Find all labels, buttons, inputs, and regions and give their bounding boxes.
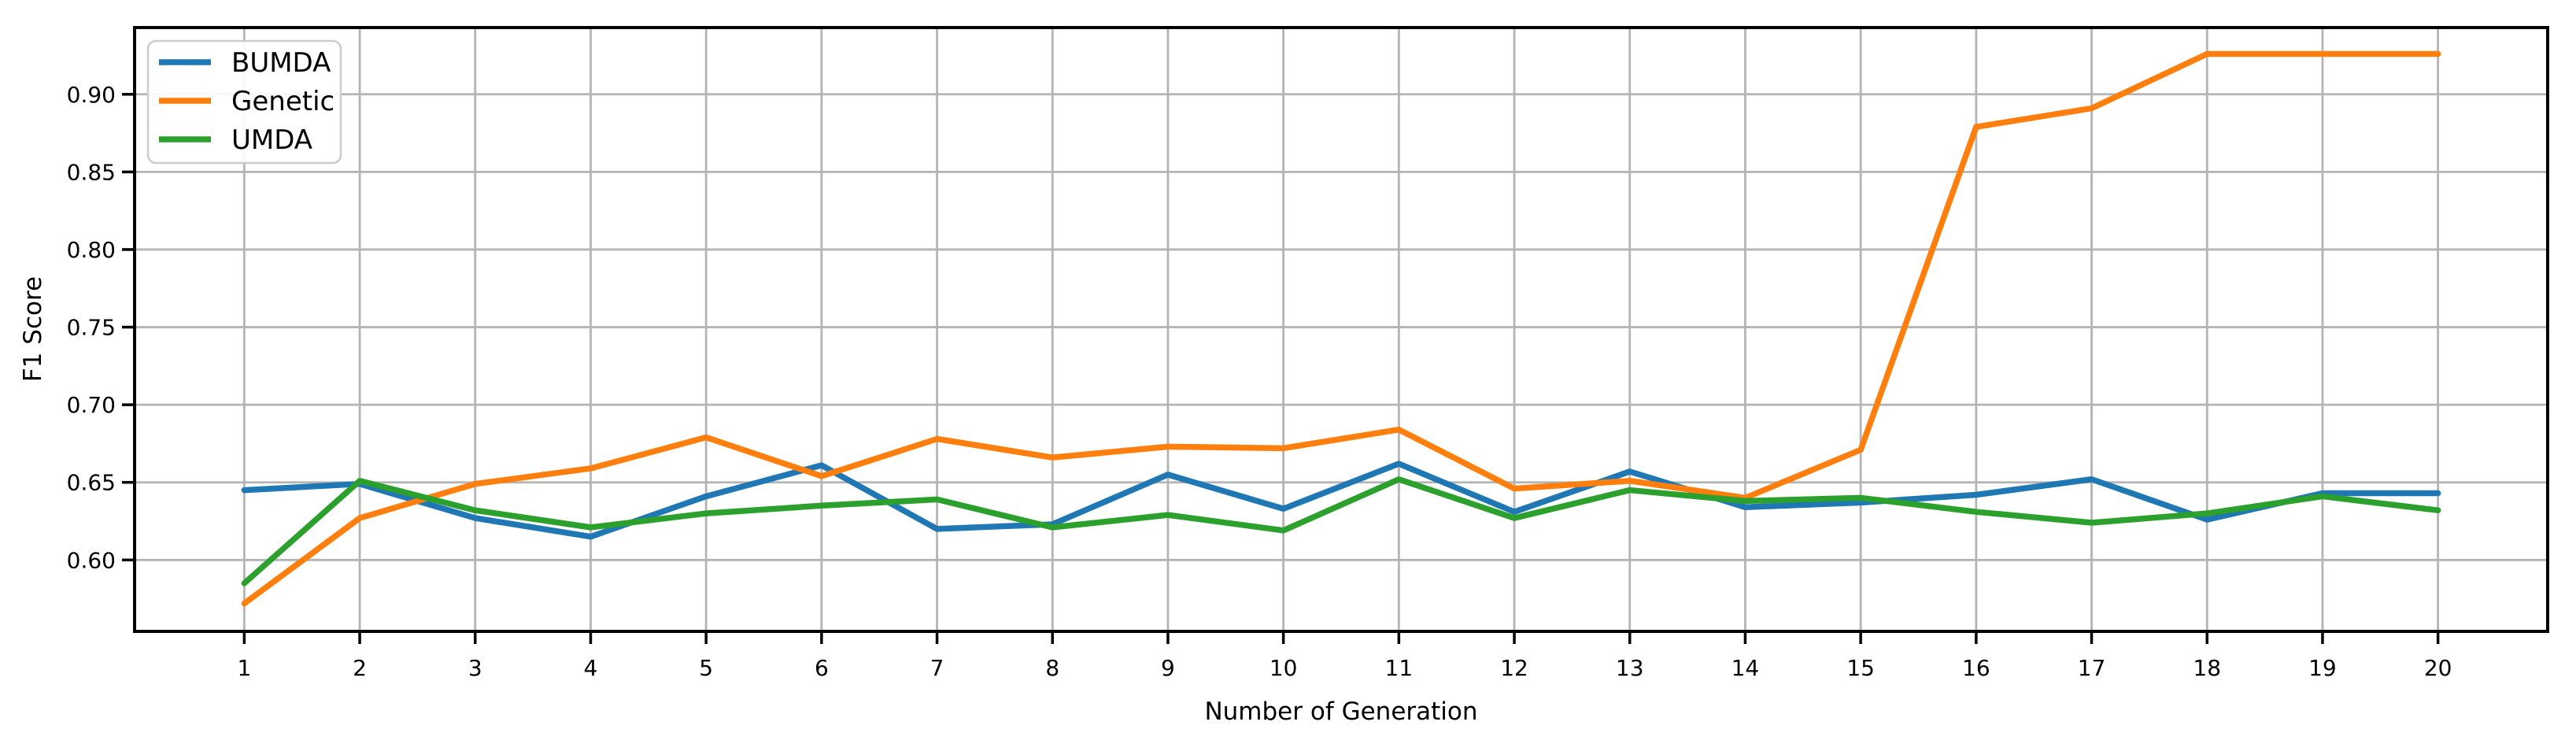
axis-ticks: 1 2 3 4 5 6 7 8 9 10 11 12 13 14 15 16 17 18 19 200.600.650… bbox=[67, 82, 2452, 681]
legend-item-label: UMDA bbox=[231, 124, 312, 156]
y-tick-label: 0.65 bbox=[67, 470, 116, 496]
series-line-genetic bbox=[241, 50, 2441, 607]
y-tick-label: 0.85 bbox=[67, 159, 116, 185]
x-axis-label: Number of Generation bbox=[1204, 698, 1477, 726]
gridlines bbox=[135, 28, 2548, 631]
x-tick-label: 13 bbox=[1616, 655, 1644, 681]
y-tick-label: 0.70 bbox=[67, 392, 116, 418]
x-tick-label: 14 bbox=[1732, 655, 1760, 681]
x-tick-label: 12 bbox=[1500, 655, 1528, 681]
x-tick-label: 20 bbox=[2424, 655, 2452, 681]
x-tick-label: 18 bbox=[2193, 655, 2221, 681]
x-tick-label: 4 bbox=[584, 655, 598, 681]
x-tick-label: 16 bbox=[1962, 655, 1990, 681]
y-tick-label: 0.60 bbox=[67, 547, 116, 573]
legend-item-label: Genetic bbox=[231, 86, 334, 117]
axis-spines bbox=[133, 26, 2549, 633]
y-tick-label: 0.80 bbox=[67, 237, 116, 263]
x-tick-label: 6 bbox=[815, 655, 829, 681]
series-lines bbox=[241, 50, 2441, 607]
series-line-umda bbox=[241, 476, 2441, 587]
x-tick-label: 10 bbox=[1270, 655, 1298, 681]
x-tick-label: 15 bbox=[1846, 655, 1875, 681]
plot-border bbox=[133, 26, 2549, 633]
x-tick-label: 2 bbox=[353, 655, 367, 681]
x-tick-label: 19 bbox=[2308, 655, 2337, 681]
x-tick-label: 7 bbox=[930, 655, 944, 681]
legend-box bbox=[146, 39, 342, 165]
x-tick-label: 5 bbox=[699, 655, 713, 681]
legend-item-label: BUMDA bbox=[231, 47, 331, 79]
x-tick-label: 9 bbox=[1161, 655, 1175, 681]
x-tick-label: 1 bbox=[237, 655, 251, 681]
y-tick-label: 0.75 bbox=[67, 315, 116, 341]
legend: BUMDA Genetic UMDA bbox=[146, 39, 342, 165]
x-tick-label: 17 bbox=[2078, 655, 2106, 681]
x-tick-label: 3 bbox=[468, 655, 482, 681]
series-line-bumda bbox=[241, 461, 2441, 540]
y-tick-label: 0.90 bbox=[67, 82, 116, 108]
y-axis-label: F1 Score bbox=[19, 276, 47, 382]
x-tick-label: 8 bbox=[1045, 655, 1059, 681]
x-tick-label: 11 bbox=[1385, 655, 1414, 681]
